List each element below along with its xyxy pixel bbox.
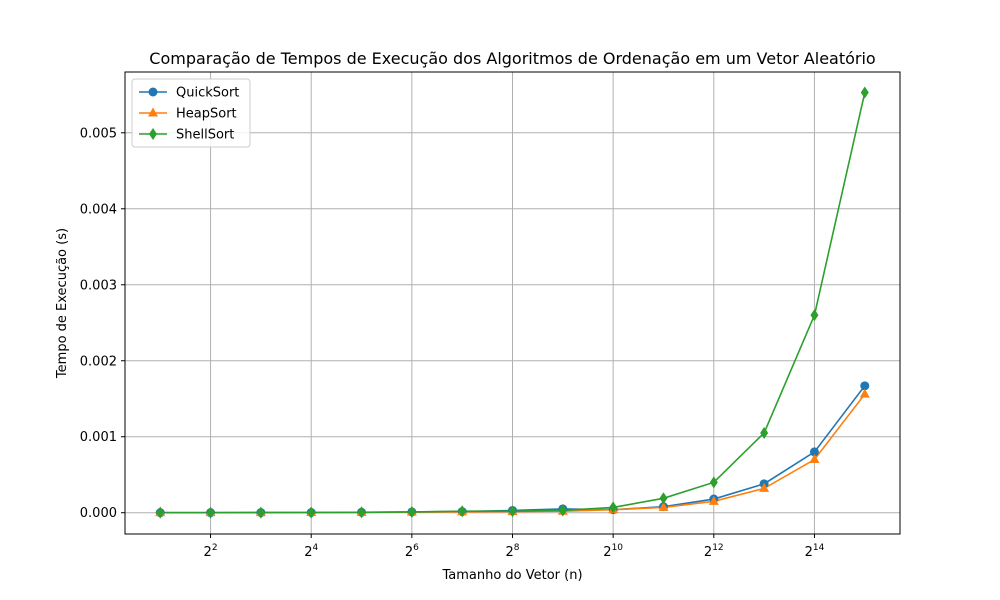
series-markers — [155, 86, 870, 519]
data-point-shellsort — [206, 506, 215, 519]
x-tick-label: 26 — [405, 543, 419, 560]
data-point-shellsort — [810, 309, 819, 322]
legend-label-heapsort: HeapSort — [176, 107, 237, 122]
data-point-shellsort — [458, 505, 467, 518]
data-point-heapsort — [708, 495, 719, 505]
data-point-quicksort — [809, 447, 819, 457]
x-tick-label: 210 — [603, 543, 623, 560]
y-tick-label: 0.004 — [80, 202, 117, 217]
data-point-quicksort — [860, 381, 870, 391]
legend-marker-shellsort — [149, 128, 157, 140]
x-tick-label: 24 — [304, 543, 318, 560]
legend-label-shellsort: ShellSort — [176, 128, 234, 143]
data-point-shellsort — [407, 505, 416, 518]
y-axis-label: Tempo de Execução (s) — [55, 228, 70, 379]
legend-box — [131, 78, 251, 148]
data-point-shellsort — [558, 504, 567, 517]
data-point-shellsort — [659, 492, 668, 505]
y-tick-label: 0.003 — [80, 278, 117, 293]
data-point-heapsort — [809, 454, 820, 464]
data-point-shellsort — [709, 476, 718, 489]
x-tick-label: 214 — [805, 543, 825, 560]
data-point-shellsort — [760, 426, 769, 439]
x-tick-label: 22 — [204, 543, 218, 560]
data-point-shellsort — [256, 506, 265, 519]
grid — [125, 72, 900, 534]
y-axis-ticks: 0.000 0.001 0.002 0.003 0.004 0.005 — [80, 126, 125, 521]
data-point-heapsort — [859, 388, 870, 398]
y-tick-label: 0.000 — [80, 506, 117, 521]
data-point-shellsort — [860, 86, 869, 99]
legend: QuickSort HeapSort ShellSort — [131, 78, 251, 148]
data-point-shellsort — [357, 506, 366, 519]
data-point-heapsort — [658, 501, 669, 511]
legend-marker-quicksort — [148, 87, 158, 97]
data-point-shellsort — [609, 501, 618, 514]
y-tick-label: 0.001 — [80, 430, 117, 445]
y-tick-label: 0.002 — [80, 354, 117, 369]
x-axis-label: Tamanho do Vetor (n) — [441, 568, 582, 583]
data-point-heapsort — [759, 482, 770, 492]
x-tick-label: 28 — [505, 543, 519, 560]
data-point-shellsort — [508, 505, 517, 518]
y-tick-label: 0.005 — [80, 126, 117, 141]
x-tick-label: 212 — [704, 543, 724, 560]
data-point-shellsort — [307, 506, 316, 519]
legend-marker-heapsort — [148, 107, 158, 117]
legend-label-quicksort: QuickSort — [176, 86, 239, 101]
data-point-shellsort — [156, 506, 165, 519]
chart-title: Comparação de Tempos de Execução dos Alg… — [149, 49, 875, 68]
x-axis-ticks: 22 24 26 28 210 212 214 — [204, 534, 825, 560]
